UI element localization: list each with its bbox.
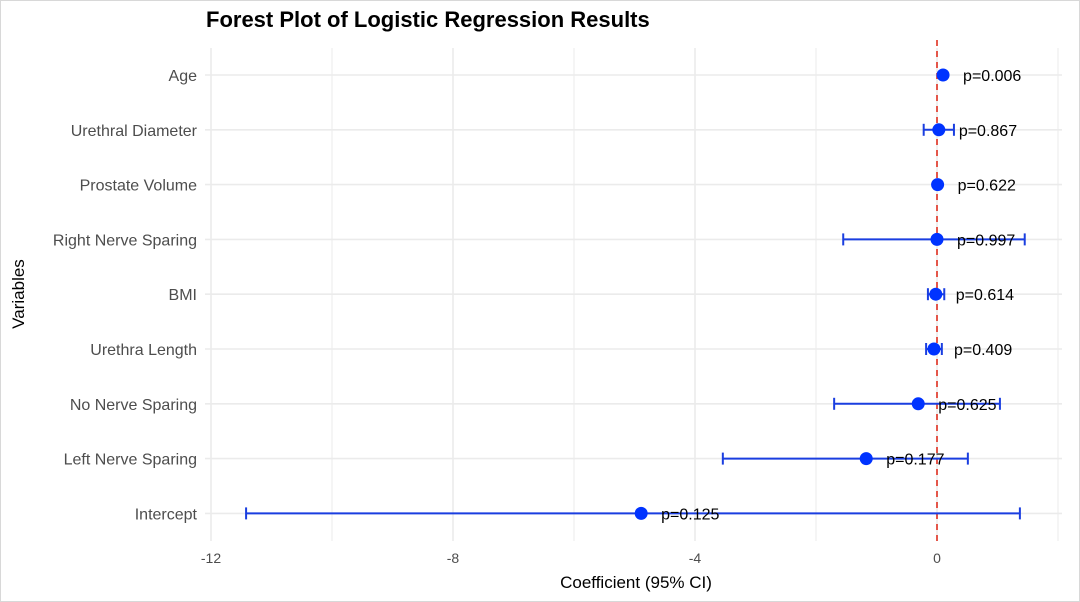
p-value-label: p=0.997 bbox=[957, 232, 1015, 249]
forest-row: p=0.006 bbox=[936, 68, 1021, 85]
forest-row: p=0.614 bbox=[926, 287, 1014, 304]
y-tick-label: Intercept bbox=[135, 506, 198, 523]
estimate-point bbox=[931, 178, 945, 192]
forest-row: p=0.622 bbox=[931, 178, 1016, 195]
estimate-point bbox=[930, 232, 944, 246]
p-value-label: p=0.614 bbox=[956, 287, 1014, 304]
marks: p=0.006 p=0.867 p=0.622 p=0.997 p=0.614 p=0.4… bbox=[245, 40, 1026, 541]
forest-row: p=0.409 bbox=[925, 342, 1012, 359]
p-value-label: p=0.409 bbox=[954, 342, 1012, 359]
grid: -12 -8 -4 0 Age Urethral Diameter Prostate Vol… bbox=[53, 48, 1062, 566]
p-value-label: p=0.006 bbox=[963, 68, 1021, 85]
x-tick-label: -12 bbox=[201, 550, 221, 566]
forest-row: p=0.867 bbox=[922, 123, 1017, 140]
y-tick-label: Prostate Volume bbox=[80, 178, 198, 195]
x-axis-label: Coefficient (95% CI) bbox=[560, 573, 712, 592]
y-tick-label: Urethral Diameter bbox=[71, 123, 198, 140]
x-tick-label: -4 bbox=[689, 550, 702, 566]
y-tick-label: No Nerve Sparing bbox=[70, 397, 197, 414]
x-tick-label: 0 bbox=[933, 550, 941, 566]
forest-row: p=0.125 bbox=[245, 506, 1021, 523]
estimate-point bbox=[859, 452, 873, 466]
y-tick-label: Age bbox=[169, 68, 198, 85]
y-tick-label: BMI bbox=[169, 287, 197, 304]
estimate-point bbox=[634, 506, 648, 520]
y-tick-label: Urethra Length bbox=[90, 342, 197, 359]
estimate-point bbox=[932, 123, 946, 137]
y-axis-label: Variables bbox=[9, 259, 28, 329]
y-tick-label: Right Nerve Sparing bbox=[53, 232, 197, 249]
forest-row: p=0.625 bbox=[833, 397, 1001, 414]
estimate-point bbox=[936, 68, 950, 82]
p-value-label: p=0.625 bbox=[938, 397, 996, 414]
estimate-point bbox=[929, 287, 943, 301]
p-value-label: p=0.177 bbox=[886, 452, 944, 469]
forest-row: p=0.997 bbox=[842, 232, 1026, 249]
estimate-point bbox=[911, 397, 925, 411]
estimate-point bbox=[927, 342, 941, 356]
p-value-label: p=0.125 bbox=[661, 506, 719, 523]
y-tick-label: Left Nerve Sparing bbox=[64, 452, 197, 469]
x-tick-label: -8 bbox=[447, 550, 460, 566]
forest-row: p=0.177 bbox=[721, 452, 969, 469]
p-value-label: p=0.867 bbox=[959, 123, 1017, 140]
p-value-label: p=0.622 bbox=[958, 178, 1016, 195]
chart-title: Forest Plot of Logistic Regression Resul… bbox=[206, 7, 650, 32]
